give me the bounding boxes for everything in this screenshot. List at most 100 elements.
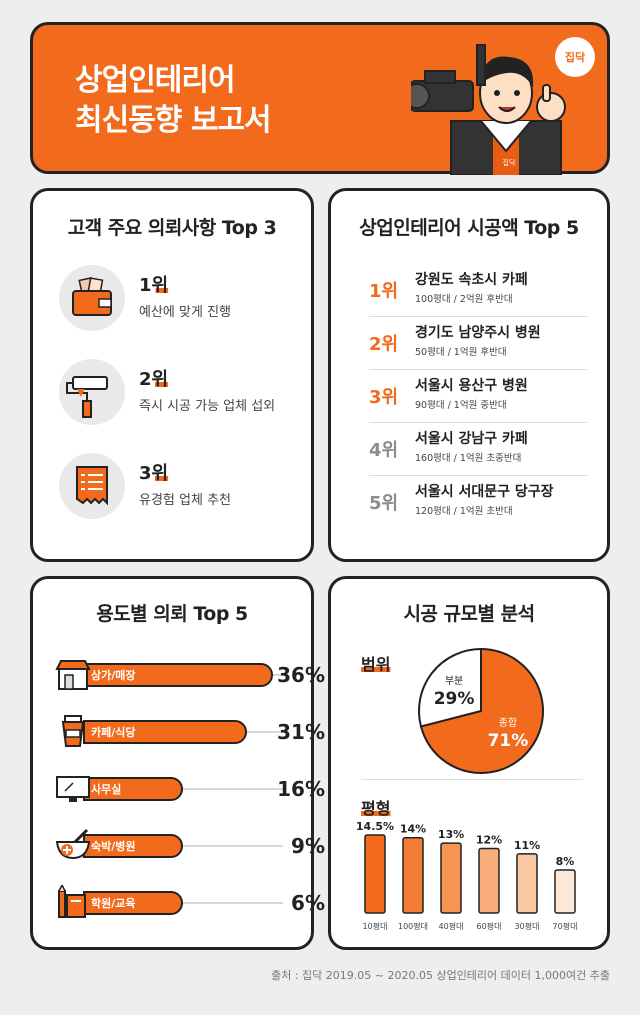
request-rank: 1위 [139,275,169,296]
scale-title: 시공 규모별 분석 [403,603,535,625]
usage-bar [83,834,183,858]
cost-row: 4위 서울시 강남구 카페 160평대 / 1억원 초중반대 [369,424,587,476]
request-text: 예산에 맞게 진행 [139,305,231,320]
cost-place: 서울시 강남구 카페 [415,431,528,447]
divider [361,779,583,780]
pie-slice [418,647,482,728]
cost-rank: 4위 [369,440,399,461]
cost-detail: 90평대 / 1억원 중반대 [415,400,507,411]
requests-title: 고객 주요 의뢰사항 Top 3 [67,217,277,239]
pie-label: 부분 [445,675,463,687]
cost-rank: 5위 [369,493,399,514]
coffee-cup-icon [55,714,91,748]
usage-track [83,788,283,790]
cost-place: 서울시 서대문구 당구장 [415,484,554,500]
size-value-label: 14.5% [356,820,394,833]
size-bar [402,836,424,914]
size-bar [364,834,386,914]
size-bar [516,853,538,914]
page-title: 상업인테리어 최신동향 보고서 [75,61,272,141]
size-value-label: 12% [476,833,502,846]
scope-label: 범위 [361,655,391,674]
size-value-label: 11% [514,839,540,852]
usage-row: 카페/식당 31% [55,714,325,748]
size-category-label: 30평대 [515,921,540,931]
usage-label: 숙박/병원 [91,840,136,853]
request-text: 유경험 업체 추천 [139,493,231,508]
size-bar [554,869,576,914]
cost-place: 경기도 남양주시 병원 [415,325,541,341]
cost-row: 5위 서울시 서대문구 당구장 120평대 / 1억원 초반대 [369,477,587,529]
store-icon [55,657,91,691]
receipt-icon [59,453,125,519]
cost-place: 강원도 속초시 카페 [415,272,528,288]
size-category-label: 10평대 [363,921,388,931]
usage-row: 학원/교육 6% [55,883,325,919]
source-footnote: 출처 : 집닥 2019.05 ~ 2020.05 상업인테리어 데이터 1,0… [271,969,610,982]
request-text: 즉시 시공 가능 업체 섭외 [139,399,276,414]
pencil-book-icon [55,883,91,919]
size-value-label: 14% [400,823,426,836]
usage-label: 카페/식당 [91,726,136,739]
usage-title: 용도별 의뢰 Top 5 [96,603,248,625]
usage-track [83,845,283,847]
size-bar [478,847,500,914]
usage-card: 용도별 의뢰 Top 5 상가/매장 36% 카페/식당 31% 사무실 16% 숙박/병원… [30,576,325,950]
usage-percent: 36% [277,663,325,687]
request-item-3: 3위 유경험 업체 추천 [59,453,309,523]
cost-row: 3위 서울시 용산구 병원 90평대 / 1억원 중반대 [369,371,587,423]
brand-logo: 집닥 [555,37,595,77]
mascot-badge: 집닥 [503,158,516,167]
usage-label: 학원/교육 [91,897,136,910]
cost-rank: 3위 [369,387,399,408]
cost-detail: 120평대 / 1억원 초반대 [415,506,513,517]
requests-card: 고객 주요 의뢰사항 Top 3 1위 예산에 맞게 진행 2위 즉시 시공 가… [30,188,314,562]
size-value-label: 8% [556,855,575,868]
cost-detail: 50평대 / 1억원 후반대 [415,347,507,358]
pie-value-label: 29% [434,689,475,709]
size-category-label: 70평대 [553,921,578,931]
pie-label: 종합 [499,717,517,729]
title-line-2: 최신동향 보고서 [75,103,272,138]
header-banner: 상업인테리어 최신동향 보고서 집닥 집닥 [30,22,610,175]
monitor-icon [55,771,91,805]
usage-percent: 31% [277,720,325,744]
usage-row: 사무실 16% [55,771,325,805]
cost-place: 서울시 용산구 병원 [415,378,528,394]
cost-top5-card: 상업인테리어 시공액 Top 5 1위 강원도 속초시 카페 100평대 / 2억원… [328,188,610,562]
mascot-illustration: 집닥 [411,44,566,175]
size-label: 평형 [361,799,391,818]
usage-bar [83,777,183,801]
cost-detail: 100평대 / 2억원 후반대 [415,294,513,305]
usage-percent: 6% [291,891,325,915]
request-item-1: 1위 예산에 맞게 진행 [59,265,309,335]
size-value-label: 13% [438,828,464,841]
paint-roller-icon [59,359,125,425]
pie-value-label: 71% [488,731,529,751]
cost-rank: 2위 [369,334,399,355]
usage-label: 사무실 [91,783,122,796]
request-rank: 2위 [139,369,169,390]
request-item-2: 2위 즉시 시공 가능 업체 섭외 [59,359,309,429]
usage-bar [83,720,247,744]
wallet-icon [59,265,125,331]
size-category-label: 40평대 [439,921,464,931]
cost-row: 2위 경기도 남양주시 병원 50평대 / 1억원 후반대 [369,318,587,370]
usage-track [83,902,283,904]
size-category-label: 60평대 [477,921,502,931]
cost-top5-title: 상업인테리어 시공액 Top 5 [359,217,579,239]
scale-card: 시공 규모별 분석 범위 종합 71% 부분 29% 평형 14.5% 10평대 14% 1… [328,576,610,950]
usage-percent: 9% [291,834,325,858]
request-rank: 3위 [139,463,169,484]
size-category-label: 100평대 [398,921,428,931]
cost-detail: 160평대 / 1억원 초중반대 [415,453,522,464]
size-bar [440,842,462,914]
medical-bowl-icon [55,828,91,862]
usage-row: 상가/매장 36% [55,657,325,691]
usage-bar [83,891,183,915]
size-bar-chart: 14.5% 10평대 14% 100평대 13% 40평대 12% 60평대 11% 30평대 8%… [356,820,578,931]
usage-label: 상가/매장 [91,669,136,682]
usage-row: 숙박/병원 9% [55,828,325,862]
cost-rank: 1위 [369,281,399,302]
title-line-1: 상업인테리어 [75,63,236,98]
